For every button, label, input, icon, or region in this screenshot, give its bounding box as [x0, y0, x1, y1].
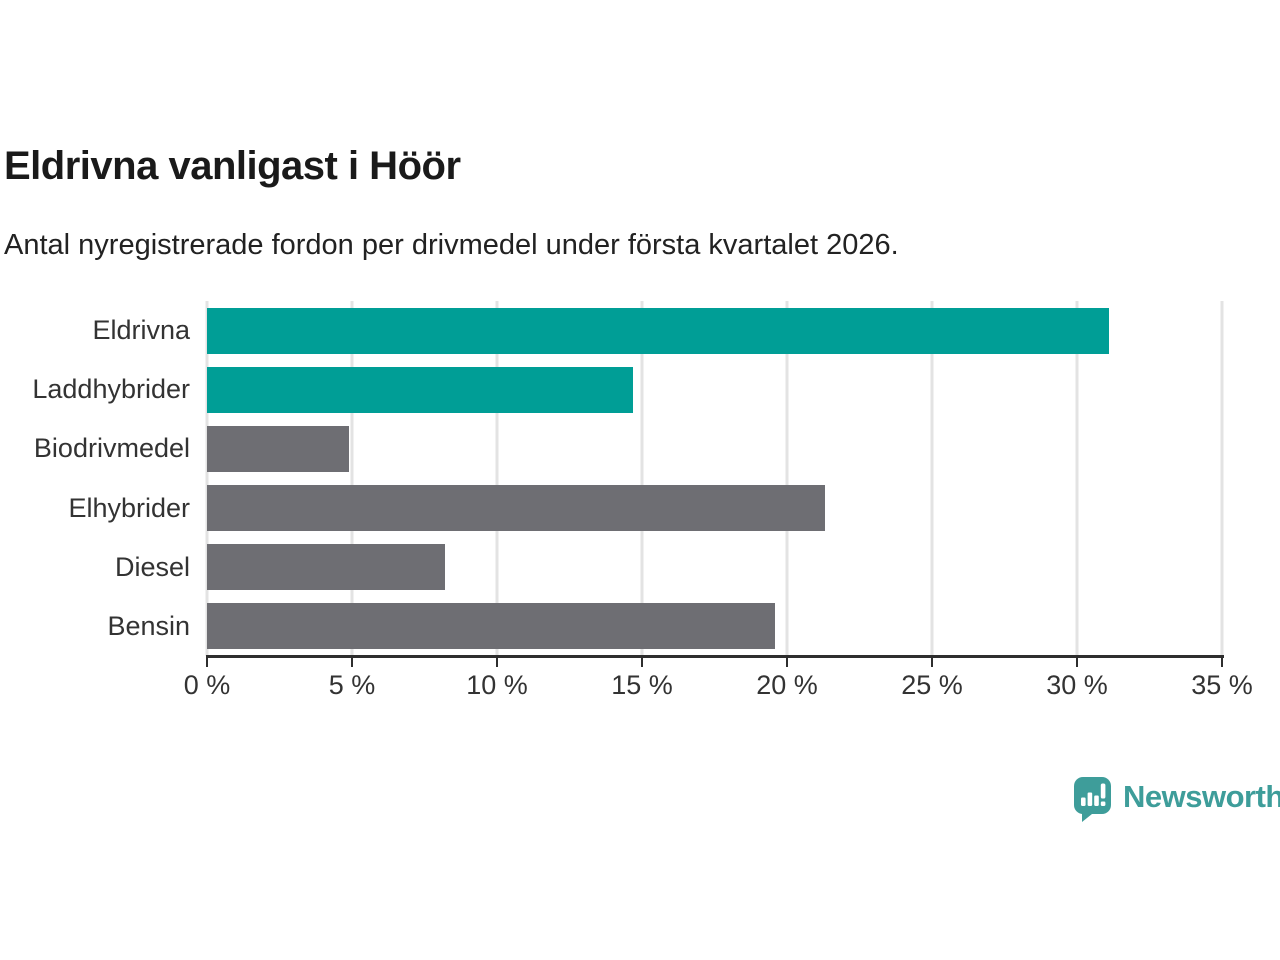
gridline [495, 301, 499, 656]
axis-tick [206, 658, 208, 667]
axis-tick [786, 658, 788, 667]
gridline [1220, 301, 1224, 656]
bar-row [207, 301, 1222, 360]
x-axis-line [206, 655, 1224, 658]
axis-tick-label: 15 % [611, 670, 673, 700]
y-axis-labels: Eldrivna Laddhybrider Biodrivmedel Elhybrid… [0, 301, 190, 656]
category-label: Elhybrider [68, 492, 190, 523]
bar-elhybrider [207, 485, 825, 532]
axis-tick [1221, 658, 1223, 667]
bar-row [207, 360, 1222, 419]
gridline [1075, 301, 1079, 656]
gridline [205, 301, 209, 656]
newsworthy-logo: Newsworthy [1073, 776, 1280, 824]
axis-tick-label: 20 % [756, 670, 818, 700]
axis-tick-label: 35 % [1191, 670, 1253, 700]
axis-tick [1076, 658, 1078, 667]
axis-tick-label: 25 % [901, 670, 963, 700]
axis-tick-label: 0 % [183, 670, 231, 700]
chart-title: Eldrivna vanligast i Höör [4, 144, 461, 188]
plot-area [205, 301, 1224, 656]
bar-chart-speech-bubble-icon [1074, 777, 1111, 822]
category-label: Laddhybrider [32, 374, 190, 405]
category-label: Eldrivna [92, 315, 190, 346]
gridline [350, 301, 354, 656]
category-label: Diesel [114, 551, 190, 582]
bar-row [207, 538, 1222, 597]
axis-tick-label: 10 % [466, 670, 528, 700]
gridline [785, 301, 789, 656]
gridline [640, 301, 644, 656]
bar-row [207, 597, 1222, 656]
bar-laddhybrider [207, 366, 634, 413]
bar-row [207, 419, 1222, 478]
category-label: Biodrivmedel [33, 433, 190, 464]
chart-subtitle: Antal nyregistrerade fordon per drivmede… [4, 229, 899, 261]
newsworthy-wordmark: Newsworthy [1123, 779, 1280, 814]
bar-rows [207, 301, 1222, 656]
bar-diesel [207, 544, 445, 591]
x-axis: 0 % 5 % 10 % 15 % 20 % 25 % 30 % 35 % [184, 655, 1253, 715]
category-label: Bensin [107, 610, 190, 641]
axis-tick [931, 658, 933, 667]
axis-tick-label: 5 % [328, 670, 376, 700]
axis-tick [351, 658, 353, 667]
axis-tick [496, 658, 498, 667]
bar-eldrivna [207, 307, 1109, 354]
gridline [930, 301, 934, 656]
bar-biodrivmedel [207, 425, 350, 472]
bar-bensin [207, 603, 776, 650]
axis-tick-label: 30 % [1046, 670, 1108, 700]
axis-tick [641, 658, 643, 667]
bar-row [207, 479, 1222, 538]
